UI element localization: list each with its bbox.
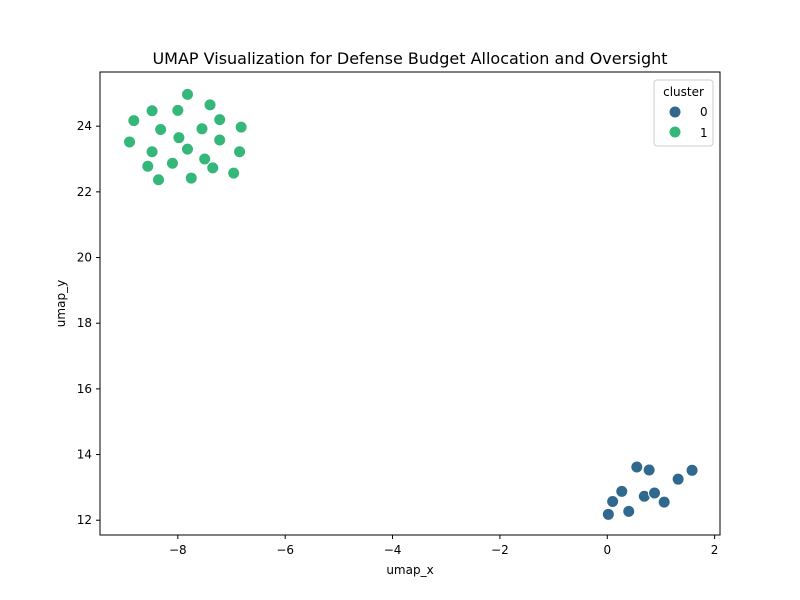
- y-axis-label: umap_y: [54, 280, 68, 327]
- y-tick-label: 14: [77, 448, 92, 462]
- data-point-cluster-1: [206, 161, 220, 175]
- x-tick-label: 0: [603, 543, 611, 557]
- data-point-cluster-0: [648, 486, 662, 500]
- data-point-cluster-1: [184, 171, 198, 185]
- data-point-cluster-0: [615, 484, 629, 498]
- data-point-cluster-1: [198, 152, 212, 166]
- data-point-cluster-0: [622, 504, 636, 518]
- legend-box: [653, 79, 714, 147]
- data-point-cluster-0: [630, 460, 644, 474]
- data-point-cluster-1: [172, 131, 186, 145]
- data-point-cluster-0: [685, 463, 699, 477]
- data-point-cluster-1: [123, 135, 137, 149]
- data-point-cluster-1: [165, 156, 179, 170]
- data-point-cluster-0: [671, 472, 685, 486]
- legend-marker-cluster-1: [668, 125, 682, 139]
- data-point-cluster-1: [213, 133, 227, 147]
- legend: cluster 0 1: [653, 79, 714, 147]
- data-point-cluster-0: [642, 463, 656, 477]
- points-layer: [123, 87, 699, 521]
- data-point-cluster-0: [657, 495, 671, 509]
- data-point-cluster-1: [145, 145, 159, 159]
- data-point-cluster-1: [213, 113, 227, 127]
- legend-title: cluster: [663, 85, 704, 99]
- data-point-cluster-1: [145, 104, 159, 118]
- data-point-cluster-1: [233, 145, 247, 159]
- data-point-cluster-1: [195, 122, 209, 136]
- data-point-cluster-1: [203, 98, 217, 112]
- data-point-cluster-1: [180, 87, 194, 101]
- data-point-cluster-1: [227, 166, 241, 180]
- data-point-cluster-1: [127, 114, 141, 128]
- legend-label-cluster-1: 1: [700, 126, 708, 140]
- data-point-cluster-1: [152, 173, 166, 187]
- y-tick-label: 12: [77, 513, 92, 527]
- x-tick-label: −4: [384, 543, 402, 557]
- data-point-cluster-1: [154, 122, 168, 136]
- x-axis-label: umap_x: [386, 563, 433, 577]
- data-point-cluster-1: [180, 142, 194, 156]
- x-tick-label: −6: [276, 543, 294, 557]
- x-tick-label: 2: [711, 543, 719, 557]
- y-tick-label: 22: [77, 185, 92, 199]
- data-point-cluster-0: [606, 495, 620, 509]
- legend-marker-cluster-0: [668, 105, 682, 119]
- axes-frame: [99, 71, 721, 536]
- x-tick-label: −2: [491, 543, 509, 557]
- chart-title: UMAP Visualization for Defense Budget Al…: [152, 49, 667, 68]
- data-point-cluster-1: [234, 120, 248, 134]
- data-point-cluster-1: [141, 159, 155, 173]
- x-tick-label: −8: [169, 543, 187, 557]
- y-tick-label: 20: [77, 251, 92, 265]
- y-axis-ticks: 12 14 16 18 20 22 24: [77, 119, 100, 527]
- y-tick-label: 18: [77, 316, 92, 330]
- data-point-cluster-0: [601, 507, 615, 521]
- x-axis-ticks: −8 −6 −4 −2 0 2: [169, 535, 718, 557]
- y-tick-label: 24: [77, 119, 92, 133]
- y-tick-label: 16: [77, 382, 92, 396]
- legend-label-cluster-0: 0: [700, 105, 708, 119]
- data-point-cluster-1: [171, 103, 185, 117]
